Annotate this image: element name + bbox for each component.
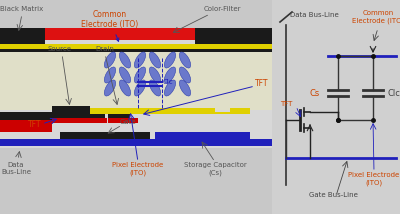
Ellipse shape (104, 52, 116, 68)
Text: Clc: Clc (387, 89, 400, 98)
Bar (0, 52, 272, 110)
Bar (155, 132, 250, 139)
Bar (52, 118, 107, 123)
Text: Color-Filter: Color-Filter (203, 6, 241, 12)
Bar (195, 28, 272, 48)
Text: Drain: Drain (96, 46, 114, 52)
Ellipse shape (164, 80, 176, 96)
Ellipse shape (149, 80, 161, 96)
Text: Common
Electrode (ITO): Common Electrode (ITO) (352, 10, 400, 24)
Bar (0, 28, 45, 48)
Text: TFT: TFT (28, 119, 42, 128)
Text: Cs: Cs (310, 89, 320, 98)
Text: Storage Capacitor
(Cs): Storage Capacitor (Cs) (184, 162, 246, 175)
Ellipse shape (164, 67, 176, 83)
Bar (108, 118, 138, 123)
Text: Black Matrix: Black Matrix (0, 6, 44, 12)
Polygon shape (55, 108, 250, 114)
Bar (272, 0, 400, 214)
Polygon shape (108, 114, 130, 118)
Ellipse shape (179, 52, 191, 68)
Bar (0, 44, 272, 49)
Text: Pixel Electrode
(ITO): Pixel Electrode (ITO) (348, 172, 400, 186)
Ellipse shape (119, 52, 131, 68)
Bar (60, 132, 150, 139)
Text: Data
Bus-Line: Data Bus-Line (1, 162, 31, 175)
Polygon shape (52, 106, 105, 118)
Ellipse shape (179, 80, 191, 96)
Bar (45, 28, 195, 40)
Bar (0, 112, 52, 120)
Bar (0, 0, 272, 28)
Bar (0, 139, 272, 146)
Text: Gate Bus-Line: Gate Bus-Line (308, 192, 358, 198)
Ellipse shape (104, 67, 116, 83)
Text: Data Bus-Line: Data Bus-Line (290, 12, 339, 18)
Ellipse shape (119, 80, 131, 96)
Text: Clc: Clc (163, 79, 174, 85)
Ellipse shape (119, 67, 131, 83)
Ellipse shape (134, 52, 146, 68)
Text: TFT: TFT (255, 79, 268, 89)
Bar (0, 148, 272, 214)
Text: Common
Electrode (ITO): Common Electrode (ITO) (81, 10, 139, 41)
Text: TFT: TFT (280, 101, 292, 107)
Ellipse shape (149, 67, 161, 83)
Bar (0, 49, 272, 52)
Ellipse shape (104, 80, 116, 96)
Ellipse shape (134, 67, 146, 83)
Ellipse shape (134, 80, 146, 96)
Text: Gate: Gate (120, 119, 137, 125)
Text: Pixel Electrode
(ITO): Pixel Electrode (ITO) (112, 162, 164, 175)
Bar (0, 118, 52, 132)
Ellipse shape (179, 67, 191, 83)
Text: Source: Source (48, 46, 72, 52)
Ellipse shape (149, 52, 161, 68)
Ellipse shape (164, 52, 176, 68)
